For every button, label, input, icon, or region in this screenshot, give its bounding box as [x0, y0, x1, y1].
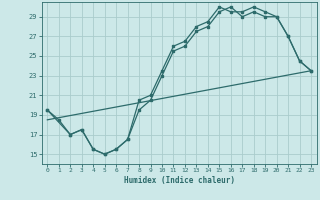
X-axis label: Humidex (Indice chaleur): Humidex (Indice chaleur): [124, 176, 235, 185]
